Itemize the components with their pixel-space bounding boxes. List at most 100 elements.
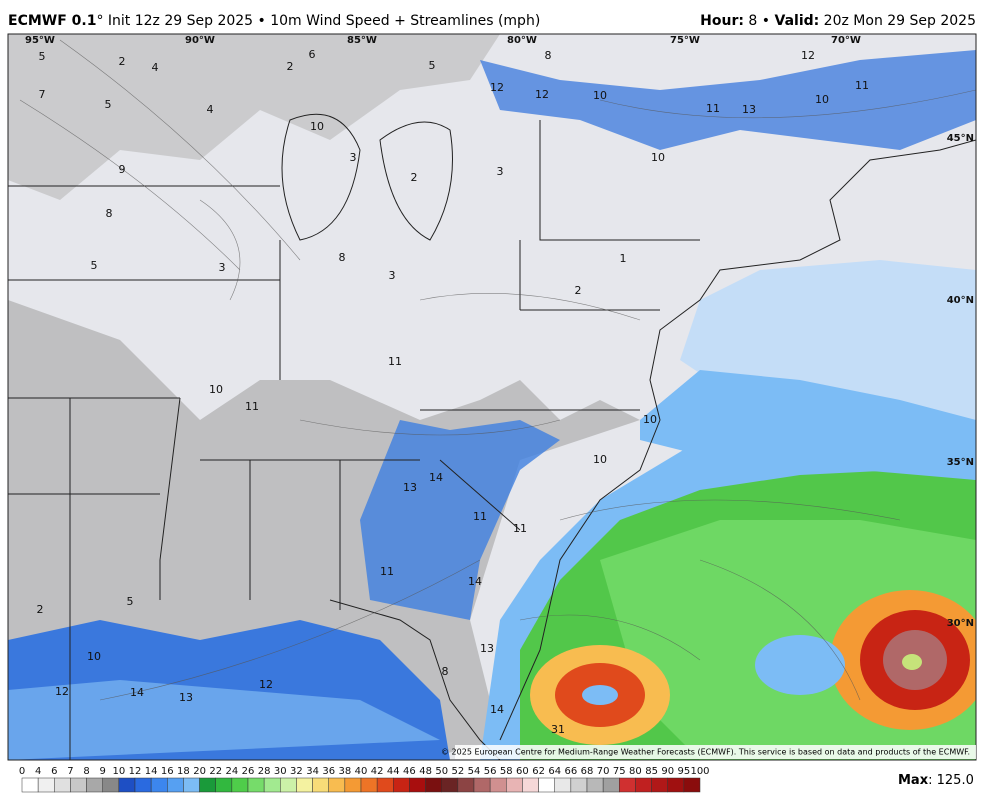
colorbar-label: 40 bbox=[355, 766, 368, 777]
colorbar-label: 48 bbox=[419, 766, 432, 777]
colorbar-swatch bbox=[344, 777, 362, 793]
colorbar-swatch bbox=[102, 777, 120, 793]
lon-label: 75°W bbox=[670, 35, 700, 46]
colorbar-swatch bbox=[183, 777, 200, 793]
colorbar-swatch bbox=[360, 777, 378, 793]
colorbar-swatch bbox=[247, 777, 265, 793]
blue-patch bbox=[755, 635, 845, 695]
colorbar-label: 34 bbox=[306, 766, 319, 777]
colorbar-label: 80 bbox=[629, 766, 642, 777]
colorbar-label: 30 bbox=[274, 766, 287, 777]
colorbar-swatch bbox=[134, 777, 152, 793]
hour-label: Hour: bbox=[700, 13, 744, 29]
header-right: Hour: 8 • Valid: 20z Mon 29 Sep 2025 bbox=[700, 13, 976, 29]
wind-label: 5 bbox=[91, 259, 98, 272]
header-left: ECMWF 0.1° Init 12z 29 Sep 2025 • 10m Wi… bbox=[8, 13, 540, 29]
colorbar-label: 56 bbox=[484, 766, 497, 777]
wind-label: 10 bbox=[310, 120, 324, 133]
colorbar-label: 85 bbox=[645, 766, 658, 777]
map-frame bbox=[7, 33, 977, 761]
colorbar-swatch bbox=[86, 777, 103, 793]
wind-label: 2 bbox=[287, 60, 294, 73]
wind-label: 10 bbox=[643, 413, 657, 426]
colorbar-swatch bbox=[70, 777, 87, 793]
blue-area bbox=[360, 420, 560, 620]
colorbar-swatch bbox=[118, 777, 136, 793]
wind-label: 8 bbox=[339, 251, 346, 264]
colorbar-swatch bbox=[554, 777, 572, 793]
wind-label: 8 bbox=[442, 665, 449, 678]
lat-label: 45°N bbox=[947, 133, 974, 144]
colorbar-label: 10 bbox=[112, 766, 125, 777]
wind-label: 12 bbox=[259, 678, 273, 691]
wind-label: 3 bbox=[219, 261, 226, 274]
wind-label: 11 bbox=[245, 400, 259, 413]
wind-label: 6 bbox=[309, 48, 316, 61]
wind-label: 3 bbox=[350, 151, 357, 164]
colorbar-label: 18 bbox=[177, 766, 190, 777]
colorbar-swatch bbox=[651, 777, 668, 793]
max-sep: : bbox=[928, 773, 937, 788]
colorbar-swatch bbox=[167, 777, 184, 793]
colorbar-label: 36 bbox=[322, 766, 335, 777]
wind-label: 3 bbox=[389, 269, 396, 282]
colorbar-swatch bbox=[54, 777, 71, 793]
wind-label: 10 bbox=[593, 453, 607, 466]
colorbar-label: 42 bbox=[371, 766, 384, 777]
wind-label: 5 bbox=[429, 59, 436, 72]
credit: © 2025 European Centre for Medium-Range … bbox=[441, 748, 970, 757]
gulf-light bbox=[8, 680, 440, 760]
colorbar-swatch bbox=[21, 777, 39, 793]
colorbar-swatch bbox=[280, 777, 297, 793]
colorbar-swatch bbox=[215, 777, 233, 793]
lon-label: 85°W bbox=[347, 35, 377, 46]
wind-label: 1 bbox=[620, 252, 627, 265]
max-label: Max bbox=[898, 773, 929, 788]
colorbar-swatch bbox=[538, 777, 555, 793]
wind-label: 4 bbox=[152, 61, 159, 74]
streamlines bbox=[19, 39, 976, 701]
colorbar-swatch bbox=[441, 777, 459, 793]
wind-label: 9 bbox=[119, 163, 126, 176]
lon-label: 90°W bbox=[185, 35, 215, 46]
model: ECMWF 0.1 bbox=[8, 13, 96, 29]
colorbar-label: 32 bbox=[290, 766, 303, 777]
colorbar: 0 4 6 7 8 9 10 12 14 16 18 20 22 24 26 28 30 32 34 36 38 40 42… bbox=[19, 766, 710, 793]
wind-label: 14 bbox=[429, 471, 443, 484]
colorbar-swatch bbox=[409, 777, 426, 793]
wind-label: 11 bbox=[855, 79, 869, 92]
wind-label: 13 bbox=[742, 103, 756, 116]
max: Max: 125.0 bbox=[898, 773, 974, 788]
colorbar-swatch bbox=[586, 777, 604, 793]
title: ° Init 12z 29 Sep 2025 • 10m Wind Speed … bbox=[96, 13, 540, 29]
valid-label: Valid: bbox=[775, 13, 820, 29]
colorbar-label: 14 bbox=[145, 766, 158, 777]
colorbar-label: 26 bbox=[242, 766, 255, 777]
wind-label: 10 bbox=[815, 93, 829, 106]
colorbar-swatch bbox=[393, 777, 410, 793]
colorbar-label: 8 bbox=[83, 766, 89, 777]
colorbar-label: 4 bbox=[35, 766, 41, 777]
colorbar-label: 95 bbox=[677, 766, 690, 777]
colorbar-swatch bbox=[231, 777, 249, 793]
colorbar-label: 9 bbox=[100, 766, 106, 777]
wind-label: 12 bbox=[801, 49, 815, 62]
colorbar-swatch bbox=[376, 777, 394, 793]
colorbar-label: 64 bbox=[548, 766, 561, 777]
wind-label: 31 bbox=[551, 723, 565, 736]
lon-label: 70°W bbox=[831, 35, 861, 46]
wind-label: 8 bbox=[545, 49, 552, 62]
colorbar-swatch bbox=[37, 777, 55, 793]
wind-label: 5 bbox=[127, 595, 134, 608]
wind-label: 2 bbox=[575, 284, 582, 297]
wind-label: 10 bbox=[87, 650, 101, 663]
lat-label: 40°N bbox=[947, 295, 974, 306]
storm-eye bbox=[902, 654, 922, 670]
colorbar-swatch bbox=[683, 777, 701, 793]
gray-area bbox=[8, 34, 500, 200]
colorbar-label: 68 bbox=[581, 766, 594, 777]
colorbar-label: 16 bbox=[161, 766, 174, 777]
colorbar-label: 22 bbox=[209, 766, 222, 777]
